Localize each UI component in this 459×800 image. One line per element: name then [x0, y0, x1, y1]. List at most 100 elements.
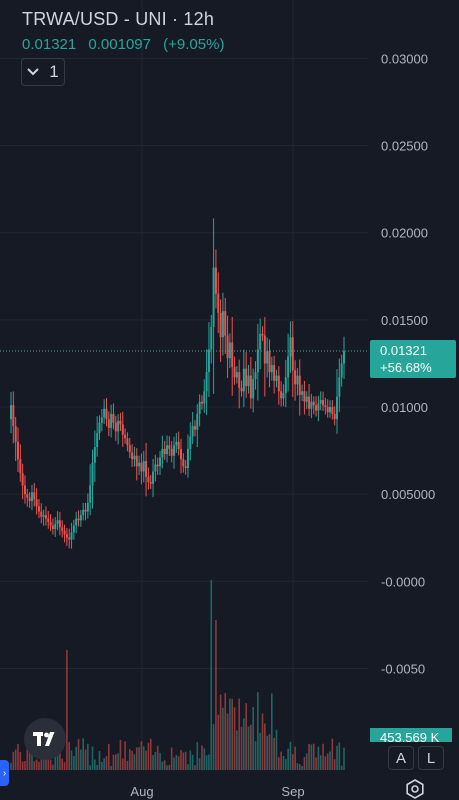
volume-bar [273, 737, 275, 770]
candle-body [26, 494, 29, 498]
change-pct: (+9.05%) [163, 36, 225, 53]
y-tick-label: 0.01500 [381, 313, 428, 328]
candle-body [135, 455, 138, 467]
last-price: 0.01321 [22, 36, 77, 53]
volume-bar [310, 744, 313, 770]
volume-bar [66, 650, 68, 770]
volume-bar [333, 759, 336, 770]
candle-body [119, 420, 122, 425]
volume-bar [84, 749, 87, 770]
candle-body [182, 459, 185, 467]
candle-body [242, 368, 245, 392]
candle-body [210, 326, 213, 350]
indicators-toggle-button[interactable]: 1 [21, 58, 65, 86]
volume-bar [329, 751, 331, 770]
volume-bar [250, 724, 252, 770]
candle-body [277, 375, 280, 392]
volume-bar [80, 749, 82, 770]
candle-body [72, 525, 75, 533]
symbol-title[interactable]: TRWA/USD - UNI · 12h [22, 9, 215, 29]
volume-bar [233, 707, 236, 770]
chart-header: TRWA/USD - UNI · 12h 0.01321 0.001097 (+… [22, 9, 232, 53]
candle-body [294, 370, 297, 385]
candle-body [112, 413, 115, 423]
volume-bar [49, 759, 52, 770]
candle-body [42, 515, 45, 517]
volume-bar [296, 763, 299, 770]
volume-bar [119, 739, 122, 770]
volume-bar [289, 741, 292, 770]
volume-bar [173, 757, 175, 770]
volume-bar [61, 758, 64, 770]
expand-panel-handle[interactable]: › [0, 760, 9, 786]
volume-bar [96, 764, 98, 770]
candle-body [49, 522, 52, 526]
volume-bar [298, 764, 301, 770]
candle-body [107, 419, 110, 428]
chevron-right-icon: › [2, 767, 7, 779]
volume-bar [159, 752, 161, 770]
volume-bar [14, 749, 17, 770]
candle-body [259, 333, 262, 350]
volume-bar [77, 739, 80, 770]
volume-bar [275, 729, 278, 770]
volume-bar [63, 762, 66, 770]
volume-bar [131, 750, 133, 770]
volume-bar [128, 749, 131, 770]
volume-bar [21, 761, 24, 770]
candle-body [68, 537, 71, 540]
volume-bar [149, 738, 152, 770]
candle-body [142, 461, 145, 472]
volume-bar [24, 761, 26, 770]
volume-bar [91, 746, 94, 770]
volume-bar [133, 754, 136, 770]
candle-body [100, 417, 103, 423]
volume-bar [87, 743, 89, 770]
volume-bar [217, 714, 220, 770]
volume-bar [236, 730, 238, 770]
volume-bar [212, 724, 215, 770]
candle-body [128, 445, 131, 453]
volume-bar [70, 750, 73, 770]
volume-bar [280, 751, 282, 770]
volume-bar [243, 718, 245, 770]
candle-body [98, 422, 101, 434]
volume-bar [31, 750, 33, 770]
candle-body [37, 506, 40, 512]
candle-body [289, 337, 292, 357]
settings-icon[interactable] [404, 778, 426, 800]
candle-body [96, 433, 99, 448]
tradingview-logo[interactable] [24, 718, 66, 760]
volume-bar [229, 698, 231, 770]
volume-bar [205, 755, 208, 770]
log-scale-button[interactable]: L [418, 746, 444, 770]
volume-bar [135, 747, 138, 770]
volume-bar [142, 746, 145, 770]
candle-body [231, 342, 234, 367]
volume-bar [189, 750, 192, 770]
volume-bar [231, 698, 234, 770]
volume-bar [208, 754, 210, 770]
volume-bar [261, 713, 264, 770]
candle-body [93, 447, 96, 463]
volume-bar [73, 755, 75, 770]
volume-bar [226, 713, 229, 770]
volume-bar [177, 756, 180, 770]
candle-body [140, 462, 143, 472]
volume-bar [319, 755, 322, 770]
volume-bar [140, 741, 143, 770]
candle-body [273, 365, 276, 381]
auto-scale-button[interactable]: A [388, 746, 414, 770]
volume-bar [94, 759, 96, 770]
candle-body [28, 497, 31, 502]
candle-body [266, 351, 269, 364]
volume-bar [42, 759, 45, 770]
volume-bar [324, 756, 327, 770]
candle-body [131, 452, 134, 460]
change-abs: 0.001097 [88, 36, 151, 53]
volume-bar [17, 744, 19, 770]
candle-body [105, 408, 108, 420]
candle-body [254, 372, 257, 380]
candle-body [240, 387, 243, 392]
